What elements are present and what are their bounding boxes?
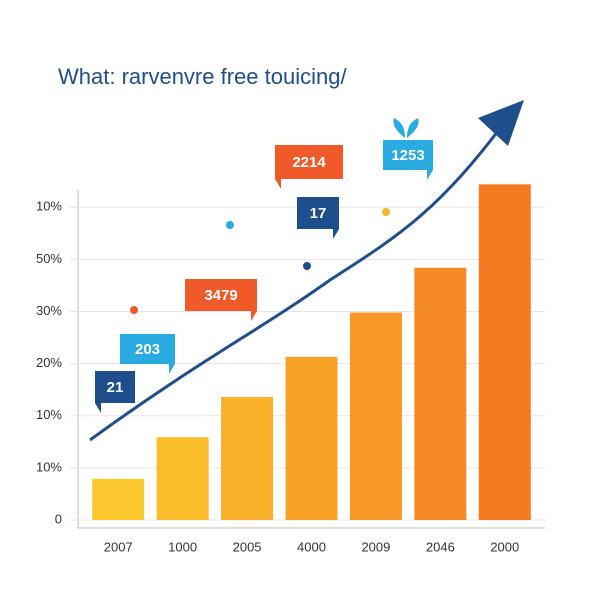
x-tick-label: 2005	[233, 539, 262, 554]
callout-box	[275, 145, 343, 189]
y-tick-label: 50%	[36, 251, 62, 266]
plant-icon	[393, 118, 419, 138]
callout-label: 1253	[391, 147, 424, 164]
callout-box	[185, 279, 257, 321]
x-tick-label: 2007	[104, 539, 133, 554]
callout-box	[297, 197, 339, 239]
x-tick-label: 2000	[490, 539, 519, 554]
y-tick-label: 20%	[36, 355, 62, 370]
callout-box	[120, 334, 175, 374]
y-tick-label: 10%	[36, 199, 62, 214]
y-tick-label: 0	[55, 511, 62, 526]
dot	[303, 262, 311, 270]
bar	[349, 312, 402, 520]
callout-box	[383, 140, 433, 180]
y-tick-label: 30%	[36, 303, 62, 318]
dot	[226, 221, 234, 229]
arrow-head	[478, 100, 524, 146]
trend-arrow	[89, 114, 512, 442]
callout-box	[95, 371, 135, 413]
callout-label: 203	[135, 341, 160, 358]
dot	[382, 208, 390, 216]
bar	[221, 396, 274, 520]
x-tick-label: 4000	[297, 539, 326, 554]
x-tick-label: 1000	[168, 539, 197, 554]
chart-title: What: rarvenvre free touicing/	[58, 64, 347, 89]
x-tick-label: 2009	[361, 539, 390, 554]
callout-label: 3479	[204, 287, 237, 304]
callout-label: 2214	[292, 154, 326, 171]
bar	[92, 478, 145, 520]
dot	[130, 306, 138, 314]
y-tick-label: 10%	[36, 407, 62, 422]
y-tick-label: 10%	[36, 459, 62, 474]
bar	[414, 267, 467, 520]
bar	[285, 356, 338, 520]
bar	[156, 437, 209, 520]
x-tick-label: 2046	[426, 539, 455, 554]
callout-label: 17	[310, 205, 327, 222]
bar	[478, 184, 531, 520]
callout-label: 21	[107, 379, 124, 396]
